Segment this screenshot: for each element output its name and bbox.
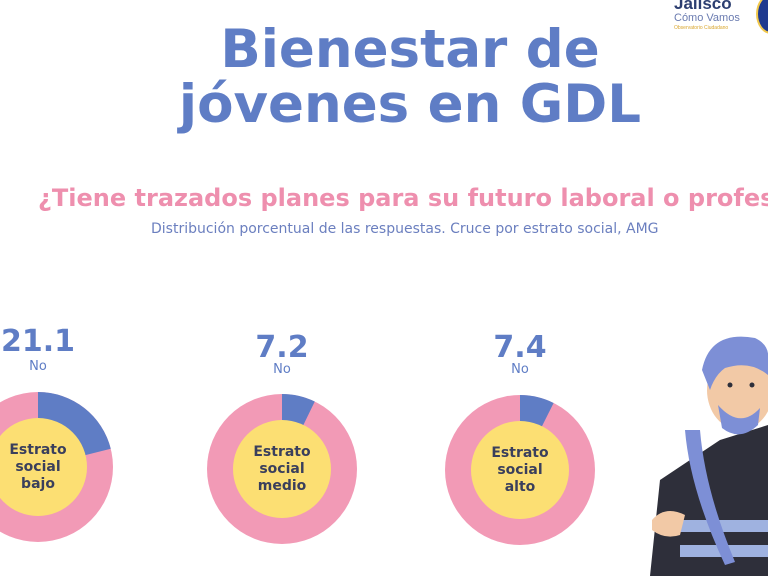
no-value-bajo: 21.1 [0,324,76,359]
title-line-2: jóvenes en GDL [178,74,642,135]
question-heading: ¿Tiene trazados planes para su futuro la… [38,184,768,212]
no-label-medio: No [273,362,291,377]
no-label-alto: No [511,362,529,377]
center-text-bajo: Estrato social bajo [9,442,67,492]
title-line-1: Bienestar de [220,19,600,80]
center-text-medio: Estrato social medio [253,444,311,494]
no-label-bajo: No [29,359,47,374]
hair [702,336,768,390]
page-title: Bienestar de jóvenes en GDL [150,22,670,132]
shirt-stripe [680,520,768,532]
beard [718,405,760,435]
no-value-alto: 7.4 [493,330,547,365]
backpack-strap [685,430,735,565]
no-value-medio: 7.2 [255,330,309,365]
hand [652,511,685,537]
logo-badge-icon [756,0,768,34]
logo: Jalisco Cómo Vamos Observatorio Ciudadan… [668,0,768,40]
logo-subtitle: Cómo Vamos [674,12,740,24]
center-text-alto: Estrato social alto [491,445,549,495]
chart-subtitle: Distribución porcentual de las respuesta… [151,221,659,237]
student-illustration [650,336,768,576]
eye [749,382,755,388]
logo-tagline: Observatorio Ciudadano [674,25,729,31]
eye [727,382,733,388]
logo-name: Jalisco [674,0,732,13]
